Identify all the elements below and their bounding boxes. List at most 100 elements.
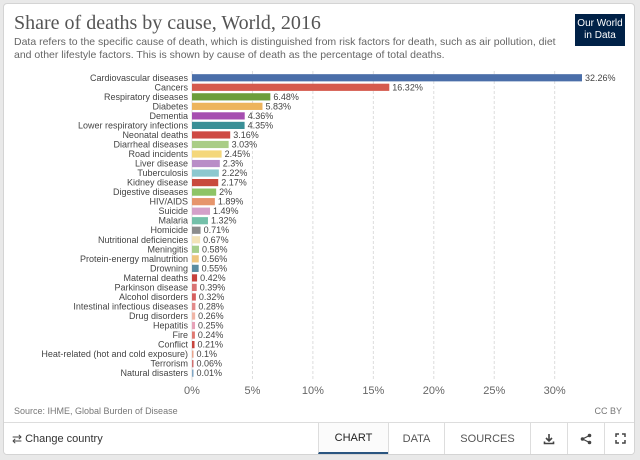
category-label: Malaria (158, 216, 188, 226)
bar (192, 112, 245, 120)
bar (192, 198, 215, 206)
category-label: Conflict (158, 340, 189, 350)
fullscreen-button[interactable] (604, 423, 634, 454)
bar (192, 150, 222, 158)
category-label: Neonatal deaths (122, 130, 188, 140)
bar (192, 121, 245, 130)
category-label: Maternal deaths (123, 273, 188, 283)
bar (192, 245, 200, 253)
value-label: 0.01% (197, 368, 223, 378)
license-link[interactable]: CC BY (594, 406, 622, 416)
bar (192, 131, 231, 139)
category-label: Protein-energy malnutrition (80, 254, 188, 264)
value-label: 5.83% (265, 101, 291, 111)
bar (192, 369, 194, 377)
bar (192, 341, 195, 349)
category-label: Alcohol disorders (119, 292, 189, 302)
share-button[interactable] (567, 423, 604, 454)
value-label: 16.32% (392, 82, 423, 92)
download-button[interactable] (530, 423, 567, 454)
logo-line-1: Our World (577, 18, 623, 29)
value-label: 1.49% (213, 206, 239, 216)
value-label: 2.45% (225, 149, 251, 159)
value-label: 2% (219, 187, 232, 197)
category-label: Drug disorders (129, 311, 189, 321)
x-tick-label: 0% (184, 385, 200, 397)
x-tick-label: 10% (302, 385, 324, 397)
value-label: 0.56% (202, 254, 228, 264)
value-label: 0.55% (202, 263, 228, 273)
value-label: 0.24% (198, 330, 224, 340)
value-label: 6.48% (273, 92, 299, 102)
swap-arrows-icon: ⇄ (12, 431, 23, 446)
bar (192, 350, 194, 358)
bar (192, 321, 196, 330)
value-label: 32.26% (585, 73, 616, 83)
logo-line-2: in Data (584, 30, 616, 41)
value-label: 0.32% (199, 292, 225, 302)
bar (192, 140, 229, 149)
category-label: Suicide (158, 206, 188, 216)
bar (192, 264, 199, 272)
owid-logo[interactable]: Our World in Data (575, 14, 625, 46)
bar (192, 93, 271, 101)
bar (192, 331, 195, 339)
category-label: Cardiovascular diseases (90, 73, 189, 83)
value-label: 4.36% (248, 111, 274, 121)
bar (192, 274, 198, 282)
bar (192, 302, 196, 311)
category-label: Cancers (154, 82, 188, 92)
bar (192, 169, 219, 177)
bar (192, 188, 217, 196)
category-label: Diabetes (152, 101, 188, 111)
source-note[interactable]: Source: IHME, Global Burden of Disease (14, 406, 178, 416)
x-tick-label: 20% (423, 385, 445, 397)
value-label: 0.26% (198, 311, 224, 321)
x-tick-label: 15% (362, 385, 384, 397)
bar (192, 226, 201, 234)
category-label: Liver disease (135, 159, 188, 169)
chart-card: Share of deaths by cause, World, 2016 Da… (3, 3, 635, 455)
download-icon (543, 433, 555, 444)
share-icon (580, 433, 592, 444)
tab-data[interactable]: DATA (388, 423, 444, 454)
category-label: Fire (173, 330, 189, 340)
category-label: Heat-related (hot and cold exposure) (41, 349, 188, 359)
value-label: 0.28% (198, 301, 224, 311)
change-country-label: Change country (25, 432, 103, 445)
bar (192, 102, 263, 110)
value-label: 0.25% (198, 321, 224, 331)
value-label: 2.3% (223, 159, 244, 169)
change-country-button[interactable]: ⇄ Change country (12, 423, 103, 454)
bar (192, 360, 194, 368)
bar (192, 312, 196, 320)
value-label: 1.32% (211, 216, 237, 226)
x-tick-label: 30% (544, 385, 566, 397)
bar (192, 293, 196, 301)
bar (192, 283, 197, 292)
value-label: 3.16% (233, 130, 259, 140)
category-label: Hepatitis (153, 321, 189, 331)
category-label: Tuberculosis (137, 168, 188, 178)
value-label: 3.03% (232, 139, 258, 149)
category-label: Digestive diseases (113, 187, 189, 197)
value-label: 1.89% (218, 197, 244, 207)
category-label: HIV/AIDS (149, 197, 188, 207)
category-label: Drowning (150, 263, 188, 273)
value-label: 0.58% (202, 244, 228, 254)
bar (192, 178, 219, 187)
bar-chart: 0% 5% 10% 15% 20% 25% 30% Cardiovascular diseas… (41, 71, 616, 397)
value-label: 0.21% (198, 340, 224, 350)
category-label: Meningitis (147, 244, 188, 254)
bar (192, 159, 220, 168)
tab-sources[interactable]: SOURCES (444, 423, 530, 454)
value-label: 0.67% (203, 235, 229, 245)
bar (192, 255, 199, 263)
tab-chart[interactable]: CHART (318, 423, 388, 454)
category-label: Road incidents (128, 149, 188, 159)
value-label: 0.1% (197, 349, 218, 359)
category-label: Kidney disease (127, 178, 188, 188)
value-label: 0.42% (200, 273, 226, 283)
fullscreen-icon (615, 433, 626, 444)
category-label: Natural disasters (120, 368, 188, 378)
